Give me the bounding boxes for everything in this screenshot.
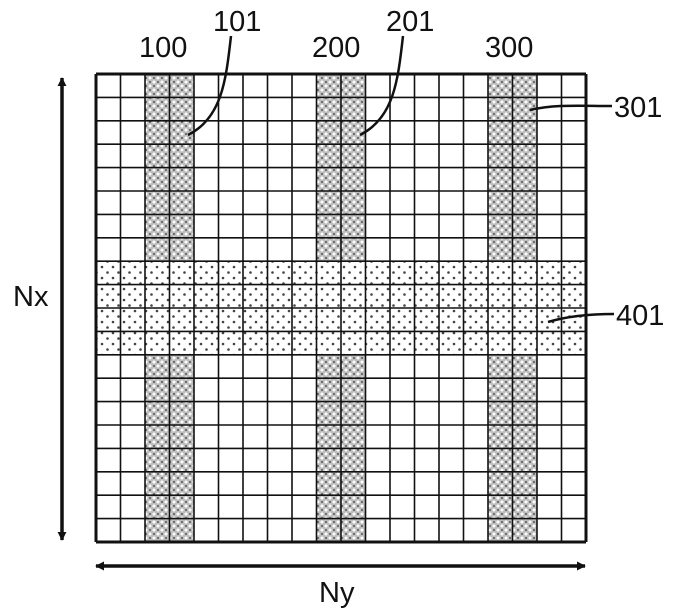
label-201: 201	[386, 6, 434, 38]
matrix-grid	[96, 74, 586, 542]
label-300: 300	[485, 32, 533, 64]
label-100: 100	[139, 32, 187, 64]
label-301: 301	[614, 92, 662, 124]
label-ny: Ny	[319, 577, 355, 609]
label-nx: Nx	[13, 281, 49, 313]
label-200: 200	[312, 32, 360, 64]
label-101: 101	[213, 6, 261, 38]
leader-301	[530, 106, 612, 110]
label-401: 401	[616, 300, 664, 332]
